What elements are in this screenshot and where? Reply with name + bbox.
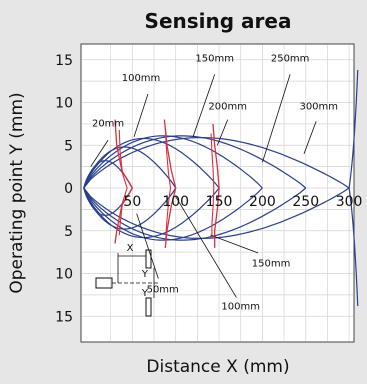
annotation-leader-line [216, 119, 229, 146]
x-tick-label: 200 [249, 194, 276, 210]
y-tick-label: 15 [55, 53, 73, 69]
blue-envelope-bottom-300mm [83, 187, 350, 239]
plot-area [80, 43, 355, 343]
chart-title: Sensing area [145, 9, 292, 33]
annotation-label: 20mm [92, 118, 124, 129]
blue-envelope-top-250mm [83, 135, 307, 189]
blue-envelope-bottom-250mm [83, 187, 307, 241]
annotation-label: 150mm [195, 53, 234, 64]
red-inner-curve-150mm [210, 133, 215, 239]
annotation-label: 100mm [221, 301, 260, 312]
red-inner-curve-100mm [164, 129, 172, 239]
chart-marks [83, 69, 359, 307]
blue-envelope-top-300mm [83, 137, 350, 189]
x-axis-label: Distance X (mm) [146, 357, 289, 377]
annotation-leader-line [192, 74, 216, 137]
y-axis-label: Operating point Y (mm) [7, 92, 27, 293]
red-curve-100mm [163, 119, 177, 248]
red-curve-50mm [114, 119, 134, 244]
annotation-label: 50mm [147, 284, 179, 295]
inset-x-label: X [127, 243, 134, 254]
annotation-leader-line [303, 121, 317, 154]
annotation-label: 250mm [271, 53, 310, 64]
x-tick-label: 100 [162, 194, 189, 210]
target-lower-icon [145, 297, 152, 317]
x-tick-label: 50 [123, 194, 141, 210]
x-tick-label: 150 [206, 194, 233, 210]
blue-envelope-bottom-100mm [83, 187, 177, 230]
annotation-label: 150mm [252, 259, 291, 270]
annotation-leader-line [133, 93, 149, 137]
x-tick-label: 300 [336, 194, 363, 210]
y-tick-label: 10 [55, 96, 73, 112]
y-tick-label: 5 [64, 224, 73, 240]
annotation-leader-line [90, 139, 109, 167]
inset-y-label-upper: Y [141, 269, 149, 280]
blue-envelope-top-100mm [83, 146, 177, 189]
y-tick-label: 0 [64, 181, 73, 197]
annotation-leader-line [136, 213, 159, 279]
blue-outer-curve-to_top [348, 69, 359, 189]
annotation-leader-line [175, 196, 237, 298]
sensor-inset-diagram: X YY [95, 243, 158, 317]
inset-y-label-lower: Y [141, 288, 149, 299]
red-curve-150mm [212, 123, 220, 248]
y-tick-label: 10 [55, 267, 73, 283]
annotation-leader-line [210, 234, 259, 254]
blue-outer-curve-to_bottom [348, 187, 359, 307]
y-tick-label: 15 [55, 309, 73, 325]
blue-envelope-top-150mm [83, 137, 220, 189]
blue-envelope-bottom-150mm [83, 187, 220, 239]
annotation-label: 300mm [299, 101, 338, 112]
y-tick-label: 5 [64, 138, 73, 154]
annotation-label: 200mm [208, 101, 247, 112]
annotations: 20mm 100mm 150mm 250mm 200mm 300mm 150mm 50mm 10… [90, 53, 338, 312]
x-tick-label: 250 [292, 194, 319, 210]
annotation-leader-line [262, 74, 291, 163]
red-inner-curve-50mm [118, 129, 128, 236]
annotation-label: 100mm [122, 73, 161, 84]
